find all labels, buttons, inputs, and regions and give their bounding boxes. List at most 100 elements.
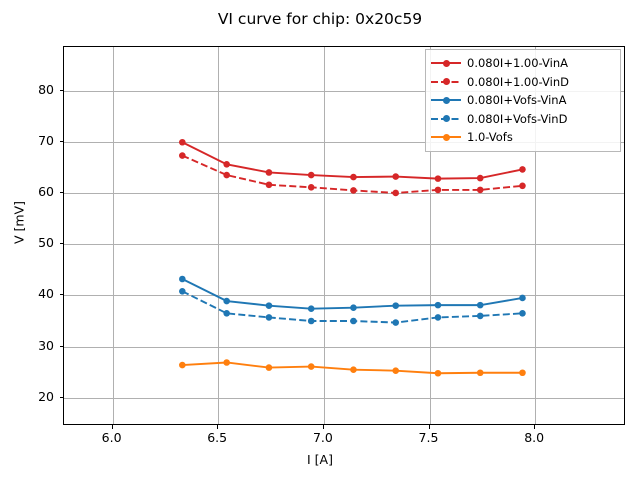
x-axis-label: I [A] <box>307 452 333 467</box>
series-line <box>181 278 523 310</box>
data-point <box>350 304 357 311</box>
series-4 <box>179 359 526 377</box>
legend-marker-icon <box>443 59 450 67</box>
gridline-horizontal <box>64 397 624 399</box>
legend-line-sample-icon <box>431 130 461 144</box>
legend-item[interactable]: 1.0-Vofs <box>431 128 615 147</box>
legend-line-sample-icon <box>431 56 461 70</box>
data-point <box>307 317 315 325</box>
x-tick-label: 8.0 <box>524 430 545 445</box>
data-point <box>179 275 186 283</box>
data-point <box>392 302 400 309</box>
legend-label: 0.080I+Vofs-VinD <box>467 111 568 126</box>
data-point <box>179 288 186 295</box>
data-point <box>265 181 273 189</box>
gridline-vertical <box>323 47 325 424</box>
legend-marker-icon <box>443 78 450 86</box>
gridline-vertical <box>112 47 114 424</box>
data-point <box>434 186 442 194</box>
x-tick-mark <box>111 425 113 429</box>
data-point <box>265 314 273 321</box>
legend-label: 0.080I+1.00-VinD <box>467 74 569 89</box>
data-point <box>476 301 484 309</box>
gridline-vertical <box>429 47 431 424</box>
y-tick-mark <box>59 89 63 91</box>
x-tick-label: 6.5 <box>207 430 228 445</box>
data-point <box>519 182 526 190</box>
x-tick-mark <box>217 425 219 429</box>
data-point <box>476 312 484 320</box>
data-point <box>223 160 230 168</box>
y-tick-mark <box>59 345 63 347</box>
data-point <box>392 319 400 326</box>
data-point <box>265 302 273 309</box>
data-point <box>392 173 400 180</box>
data-point <box>307 363 315 370</box>
y-tick-mark <box>59 294 63 296</box>
data-point <box>179 361 186 369</box>
legend-line-sample-icon <box>431 75 461 89</box>
gridline-horizontal <box>64 346 624 348</box>
legend-marker-icon <box>443 133 450 141</box>
data-point <box>223 297 230 305</box>
data-point <box>265 169 273 176</box>
data-point <box>434 314 442 321</box>
series-1 <box>179 152 526 197</box>
data-point <box>434 175 442 182</box>
data-point <box>519 310 526 317</box>
series-2 <box>179 275 526 313</box>
chart-legend: 0.080I+1.00-VinA 0.080I+1.00-VinD 0.080I+V… <box>425 49 621 152</box>
legend-line-sample-icon <box>431 93 461 107</box>
gridline-horizontal <box>64 295 624 297</box>
data-point <box>434 369 442 377</box>
series-3 <box>179 288 526 326</box>
legend-line-sample-icon <box>431 112 461 126</box>
data-point <box>307 171 315 179</box>
gridline-horizontal <box>64 244 624 246</box>
data-point <box>519 369 526 377</box>
x-tick-label: 7.0 <box>312 430 333 445</box>
data-point <box>265 364 273 371</box>
y-tick-label: 20 <box>38 388 54 404</box>
y-tick-mark <box>59 140 63 142</box>
x-tick-mark <box>428 425 430 429</box>
series-0 <box>179 138 526 182</box>
legend-item[interactable]: 0.080I+1.00-VinA <box>431 54 615 73</box>
data-point <box>350 173 357 181</box>
legend-marker-icon <box>443 96 450 104</box>
legend-label: 1.0-Vofs <box>467 130 513 145</box>
y-tick-mark <box>59 192 63 193</box>
legend-item[interactable]: 0.080I+1.00-VinD <box>431 73 615 92</box>
data-point <box>307 184 315 191</box>
y-tick-label: 50 <box>38 235 54 251</box>
legend-marker-icon <box>443 115 450 123</box>
gridline-vertical <box>218 47 220 424</box>
gridline-vertical <box>535 47 537 424</box>
legend-item[interactable]: 0.080I+Vofs-VinA <box>431 91 615 110</box>
data-point <box>179 152 186 159</box>
data-point <box>307 305 315 313</box>
data-point <box>476 186 484 194</box>
y-tick-mark <box>59 396 63 398</box>
x-tick-label: 7.5 <box>418 430 439 445</box>
y-tick-label: 30 <box>38 337 54 353</box>
x-tick-mark <box>322 425 324 429</box>
series-layer <box>179 138 526 377</box>
y-tick-label: 70 <box>38 132 54 148</box>
data-point <box>476 174 484 182</box>
data-point <box>350 187 357 194</box>
legend-item[interactable]: 0.080I+Vofs-VinD <box>431 110 615 129</box>
data-point <box>392 367 400 374</box>
legend-label: 0.080I+Vofs-VinA <box>467 93 567 108</box>
y-tick-mark <box>59 243 63 245</box>
data-point <box>476 369 484 377</box>
gridline-horizontal <box>64 141 624 143</box>
data-point <box>223 310 230 317</box>
data-point <box>519 294 526 302</box>
data-point <box>350 317 357 325</box>
x-tick-mark <box>534 425 536 429</box>
data-point <box>350 366 357 373</box>
y-axis-label: V [mV] <box>11 201 27 245</box>
data-point <box>519 166 526 173</box>
